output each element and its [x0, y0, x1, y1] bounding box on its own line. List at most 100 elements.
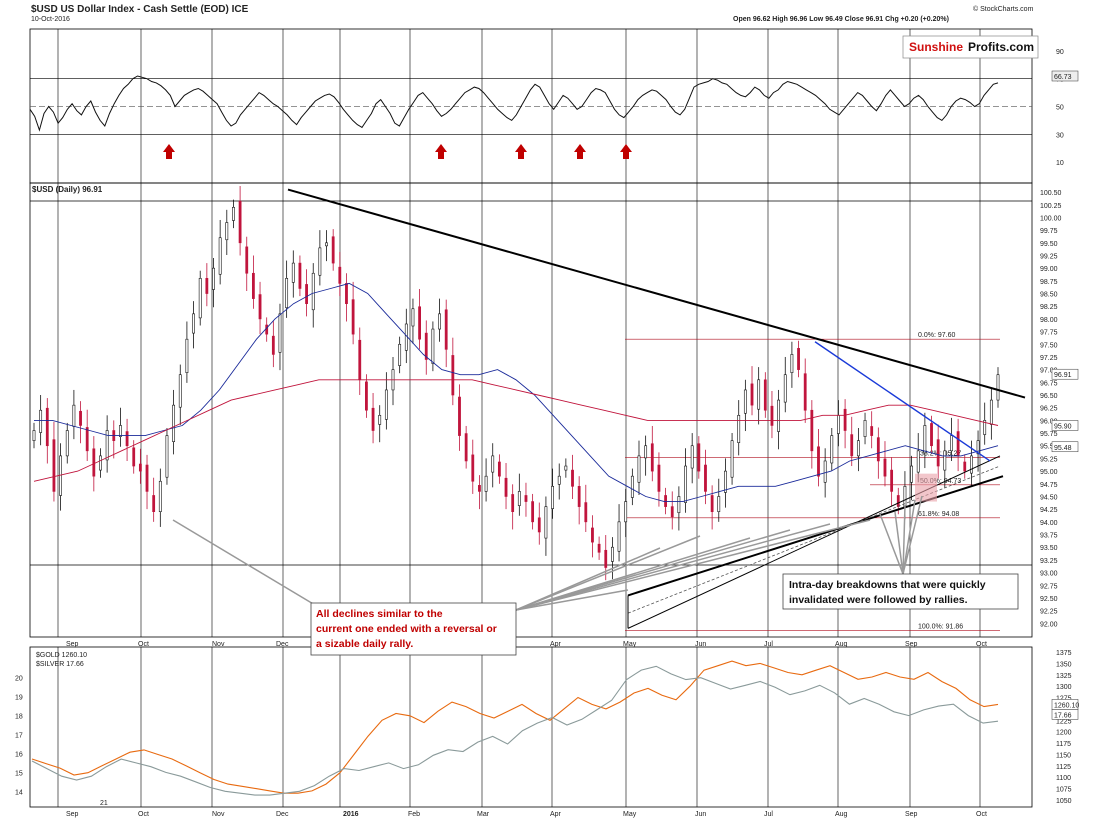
- price-tick: 97.75: [1040, 330, 1058, 337]
- left-callout-line2: current one ended with a reversal or: [316, 623, 497, 635]
- right-callout-line1: Intra-day breakdowns that were quickly: [789, 579, 986, 591]
- candle-body: [271, 335, 275, 355]
- candle: [138, 448, 142, 484]
- candle: [837, 400, 840, 447]
- candle: [285, 260, 289, 318]
- candle: [737, 400, 741, 456]
- candle-body: [843, 408, 847, 431]
- gold-tick: 1200: [1056, 730, 1072, 737]
- silver-legend: $SILVER 17.66: [36, 661, 84, 668]
- up-arrow-shape: [620, 144, 632, 159]
- up-arrow-shape: [435, 144, 447, 159]
- candle-body: [890, 469, 894, 492]
- candle: [398, 336, 402, 374]
- candle: [750, 366, 754, 416]
- price-tick: 95.00: [1040, 469, 1058, 476]
- price-tick: 98.00: [1040, 317, 1058, 324]
- candle-body: [557, 475, 561, 485]
- candle-body: [637, 455, 641, 483]
- metals-panel: [29, 646, 1033, 808]
- value-text: 95.90: [1054, 423, 1072, 430]
- gold-tick: 1050: [1056, 798, 1072, 805]
- candle: [923, 412, 927, 469]
- price-value-label: 96.91: [1051, 368, 1079, 380]
- candle: [943, 440, 947, 488]
- candle-body: [803, 373, 807, 411]
- candle-body: [856, 440, 860, 457]
- value-text: 1260.10: [1054, 702, 1079, 709]
- candle-body: [444, 309, 448, 350]
- month-label: Jun: [695, 811, 706, 818]
- price-tick: 99.25: [1040, 253, 1058, 260]
- candle-body: [145, 464, 149, 492]
- price-tick: 98.50: [1040, 292, 1058, 299]
- candle-body: [697, 443, 701, 472]
- candle: [305, 269, 308, 317]
- callout-pointer: [515, 519, 871, 611]
- candle: [717, 478, 721, 522]
- candle: [52, 421, 56, 502]
- candle-body: [491, 455, 495, 473]
- price-value-label: 95.48: [1051, 441, 1079, 453]
- value-box: [1051, 441, 1079, 453]
- candle: [478, 475, 481, 510]
- candle: [910, 455, 913, 501]
- price-tick: 98.75: [1040, 279, 1058, 286]
- candle: [225, 209, 229, 255]
- candle-body: [119, 425, 122, 437]
- candle: [743, 379, 747, 432]
- silver-tick: 14: [15, 789, 23, 796]
- month-label: May: [623, 811, 637, 818]
- left-callout: All declines similar to the current one …: [310, 602, 517, 656]
- candle-body: [704, 464, 707, 492]
- candle-body: [571, 469, 574, 487]
- candle: [597, 536, 601, 560]
- candle-body: [783, 374, 787, 403]
- price-tick: 93.50: [1040, 545, 1058, 552]
- candle: [790, 341, 794, 388]
- candle: [45, 398, 49, 464]
- candle: [251, 255, 255, 309]
- price-tick: 97.25: [1040, 355, 1058, 362]
- candle: [883, 441, 887, 487]
- candle-body: [989, 399, 993, 425]
- support-trendline-dashed: [627, 465, 1001, 614]
- month-label: Apr: [550, 641, 562, 648]
- gold-legend: $GOLD 1260.10: [36, 652, 87, 659]
- up-arrow-icon: [574, 144, 586, 159]
- candle-body: [32, 430, 36, 441]
- candle-body: [610, 546, 614, 562]
- candle-body: [956, 431, 960, 457]
- up-arrow-icon: [163, 144, 175, 159]
- candle-body: [438, 313, 441, 330]
- candle: [551, 468, 554, 519]
- candle-body: [511, 494, 515, 513]
- month-label: Sep: [66, 641, 79, 648]
- candle-body: [763, 379, 767, 411]
- month-label: Sep: [66, 811, 79, 818]
- candle-body: [105, 430, 109, 461]
- candle: [365, 374, 368, 418]
- candle: [218, 219, 222, 285]
- candle-body: [950, 435, 953, 452]
- candle-body: [737, 415, 741, 444]
- candle: [491, 443, 495, 488]
- candle-body: [584, 502, 588, 523]
- candle-body: [837, 415, 840, 434]
- fib-label: 38.2%: 95.27: [920, 450, 961, 457]
- candle-body: [205, 278, 209, 294]
- callout-pointers: [172, 495, 923, 611]
- candle: [178, 364, 182, 425]
- candle-body: [670, 506, 674, 518]
- price-tick: 99.50: [1040, 241, 1058, 248]
- candle-body: [418, 306, 422, 340]
- candle: [59, 443, 62, 511]
- candle: [517, 473, 521, 516]
- candle: [418, 288, 422, 350]
- month-label: Mar: [477, 811, 490, 818]
- price-axis: 100.50 100.25 100.00 99.75 99.50 99.25 99.00 98…: [30, 190, 1062, 628]
- candle: [670, 491, 674, 530]
- candle-body: [285, 278, 289, 309]
- gold-tick: 1100: [1056, 775, 1071, 782]
